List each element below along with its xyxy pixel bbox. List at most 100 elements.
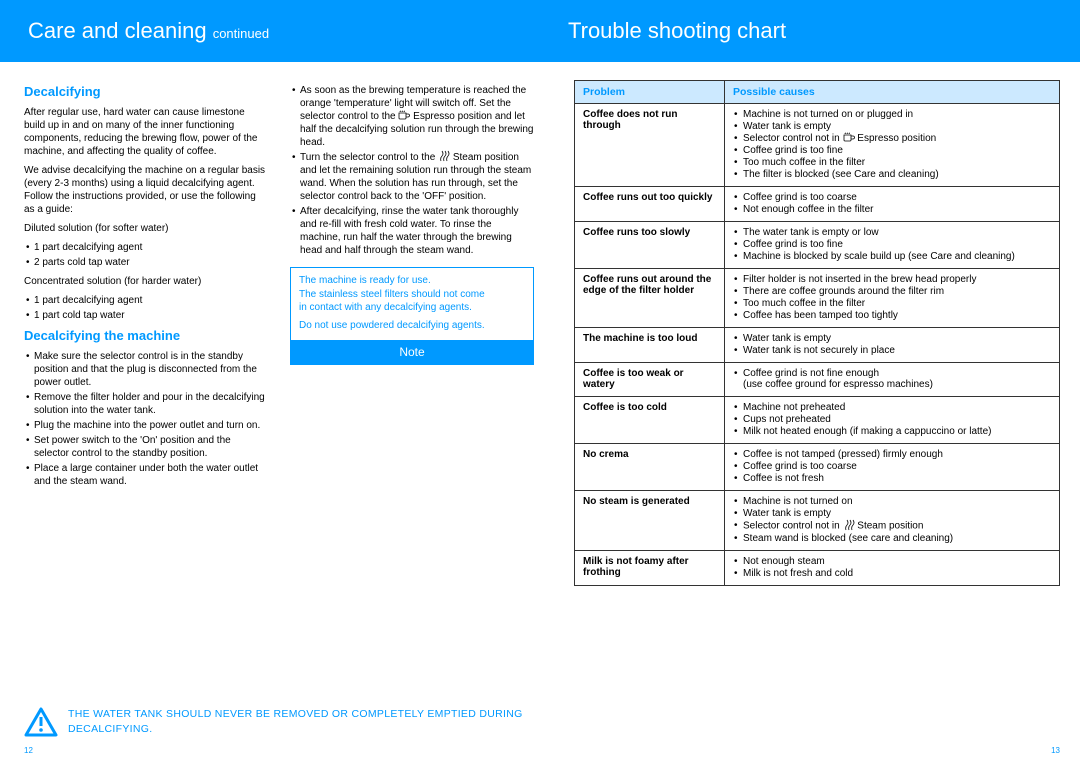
cause-item: Coffee grind is too coarse: [733, 192, 1051, 203]
left-col-1: Decalcifying After regular use, hard wat…: [24, 80, 268, 586]
note-label: Note: [291, 340, 533, 364]
dm-i5: Place a large container under both the w…: [24, 462, 268, 488]
cause-item: Not enough steam: [733, 556, 1051, 567]
problem-cell: No crema: [575, 444, 725, 491]
decalc-machine-heading: Decalcifying the machine: [24, 328, 268, 345]
cause-item: The water tank is empty or low: [733, 227, 1051, 238]
title-left-cont: continued: [213, 26, 269, 41]
sol2-i2: 1 part cold tap water: [24, 309, 268, 322]
cause-item: Coffee is not fresh: [733, 473, 1051, 484]
cause-item: Coffee grind is too fine: [733, 145, 1051, 156]
c2-i3: After decalcifying, rinse the water tank…: [290, 205, 534, 257]
problem-cell: Coffee runs out around the edge of the f…: [575, 269, 725, 328]
cause-item: Steam wand is blocked (see care and clea…: [733, 533, 1051, 544]
table-row: Coffee is too weak or watery Coffee grind…: [575, 363, 1060, 397]
steam-icon: [843, 519, 855, 531]
causes-cell: Filter holder is not inserted in the bre…: [725, 269, 1060, 328]
cause-item: Coffee grind is too coarse: [733, 461, 1051, 472]
decalc-p1: After regular use, hard water can cause …: [24, 106, 268, 158]
causes-cell: Water tank is emptyWater tank is not sec…: [725, 328, 1060, 363]
causes-cell: Coffee grind is not fine enough (use cof…: [725, 363, 1060, 397]
dm-i4: Set power switch to the 'On' position an…: [24, 434, 268, 460]
note-box: The machine is ready for use. The stainl…: [290, 267, 534, 365]
header-left-title: Care and cleaning continued: [28, 18, 568, 44]
sol2-label: Concentrated solution (for harder water): [24, 275, 268, 288]
header-bar: Care and cleaning continued Trouble shoo…: [0, 0, 1080, 62]
espresso-icon: [843, 132, 855, 142]
cause-item: Water tank is empty: [733, 508, 1051, 519]
cause-item: Machine is not turned on or plugged in: [733, 109, 1051, 120]
cause-item: Coffee grind is too fine: [733, 239, 1051, 250]
cause-item: Selector control not in Steam position: [733, 520, 1051, 532]
cause-item: Water tank is empty: [733, 333, 1051, 344]
troubleshoot-table: Problem Possible causes Coffee does not …: [574, 80, 1060, 586]
problem-cell: Milk is not foamy after frothing: [575, 551, 725, 586]
cause-item: There are coffee grounds around the filt…: [733, 286, 1051, 297]
causes-cell: Coffee grind is too coarseNot enough cof…: [725, 187, 1060, 222]
cause-item: Water tank is empty: [733, 121, 1051, 132]
c2-i2: Turn the selector control to the Steam p…: [290, 151, 534, 203]
left-page: Decalcifying After regular use, hard wat…: [24, 80, 534, 586]
header-right-title: Trouble shooting chart: [568, 18, 786, 44]
table-row: Coffee does not run through Machine is no…: [575, 104, 1060, 187]
warning-icon: [24, 707, 58, 737]
problem-cell: Coffee runs too slowly: [575, 222, 725, 269]
cause-item: Selector control not in Espresso positio…: [733, 133, 1051, 144]
note-l2: The stainless steel filters should not c…: [299, 288, 525, 302]
table-row: Coffee is too coldMachine not preheatedC…: [575, 397, 1060, 444]
causes-cell: The water tank is empty or lowCoffee gri…: [725, 222, 1060, 269]
problem-cell: No steam is generated: [575, 491, 725, 551]
causes-cell: Machine not preheatedCups not preheatedM…: [725, 397, 1060, 444]
cause-item: Machine not preheated: [733, 402, 1051, 413]
right-page: Problem Possible causes Coffee does not …: [534, 80, 1060, 586]
c2-i1: As soon as the brewing temperature is re…: [290, 84, 534, 149]
page-body: Decalcifying After regular use, hard wat…: [0, 62, 1080, 586]
table-row: The machine is too loudWater tank is emp…: [575, 328, 1060, 363]
causes-cell: Machine is not turned onWater tank is em…: [725, 491, 1060, 551]
dm-i1: Make sure the selector control is in the…: [24, 350, 268, 389]
sol1-label: Diluted solution (for softer water): [24, 222, 268, 235]
cause-item: Too much coffee in the filter: [733, 157, 1051, 168]
problem-cell: The machine is too loud: [575, 328, 725, 363]
cause-item: Too much coffee in the filter: [733, 298, 1051, 309]
espresso-icon: [398, 110, 410, 120]
table-row: Coffee runs out too quicklyCoffee grind …: [575, 187, 1060, 222]
problem-cell: Coffee is too weak or watery: [575, 363, 725, 397]
note-l4: Do not use powdered decalcifying agents.: [299, 319, 525, 333]
table-row: No crema Coffee is not tamped (pressed) f…: [575, 444, 1060, 491]
problem-cell: Coffee runs out too quickly: [575, 187, 725, 222]
table-row: No steam is generatedMachine is not turn…: [575, 491, 1060, 551]
sol1-i2: 2 parts cold tap water: [24, 256, 268, 269]
cause-item: Coffee is not tamped (pressed) firmly en…: [733, 449, 1051, 460]
problem-cell: Coffee does not run through: [575, 104, 725, 187]
table-row: Coffee runs out around the edge of the f…: [575, 269, 1060, 328]
cause-item: Water tank is not securely in place: [733, 345, 1051, 356]
cause-item: Filter holder is not inserted in the bre…: [733, 274, 1051, 285]
th-causes: Possible causes: [725, 81, 1060, 104]
table-row: Coffee runs too slowlyThe water tank is …: [575, 222, 1060, 269]
table-row: Milk is not foamy after frothingNot enou…: [575, 551, 1060, 586]
causes-cell: Not enough steamMilk is not fresh and co…: [725, 551, 1060, 586]
note-l1: The machine is ready for use.: [299, 274, 525, 288]
th-problem: Problem: [575, 81, 725, 104]
warning-text: The water tank should never be removed o…: [68, 707, 524, 736]
decalc-p2: We advise decalcifying the machine on a …: [24, 164, 268, 216]
cause-item: Milk is not fresh and cold: [733, 568, 1051, 579]
page-number-left: 12: [24, 746, 33, 755]
cause-item: Milk not heated enough (if making a capp…: [733, 426, 1051, 437]
sol1-i1: 1 part decalcifying agent: [24, 241, 268, 254]
cause-item: The filter is blocked (see Care and clea…: [733, 169, 1051, 180]
cause-item: Machine is blocked by scale build up (se…: [733, 251, 1051, 262]
dm-i2: Remove the filter holder and pour in the…: [24, 391, 268, 417]
cause-item: Cups not preheated: [733, 414, 1051, 425]
dm-i3: Plug the machine into the power outlet a…: [24, 419, 268, 432]
cause-item: Coffee grind is not fine enough (use cof…: [733, 368, 1051, 390]
cause-item: Not enough coffee in the filter: [733, 204, 1051, 215]
decalc-heading: Decalcifying: [24, 84, 268, 101]
title-left: Care and cleaning: [28, 18, 207, 43]
page-number-right: 13: [1051, 746, 1060, 755]
problem-cell: Coffee is too cold: [575, 397, 725, 444]
causes-cell: Coffee is not tamped (pressed) firmly en…: [725, 444, 1060, 491]
cause-item: Coffee has been tamped too tightly: [733, 310, 1051, 321]
note-l3: in contact with any decalcifying agents.: [299, 301, 525, 315]
